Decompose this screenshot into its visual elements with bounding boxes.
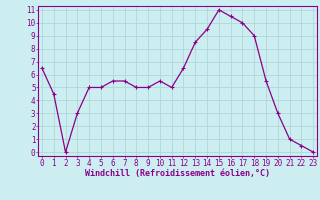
X-axis label: Windchill (Refroidissement éolien,°C): Windchill (Refroidissement éolien,°C) (85, 169, 270, 178)
